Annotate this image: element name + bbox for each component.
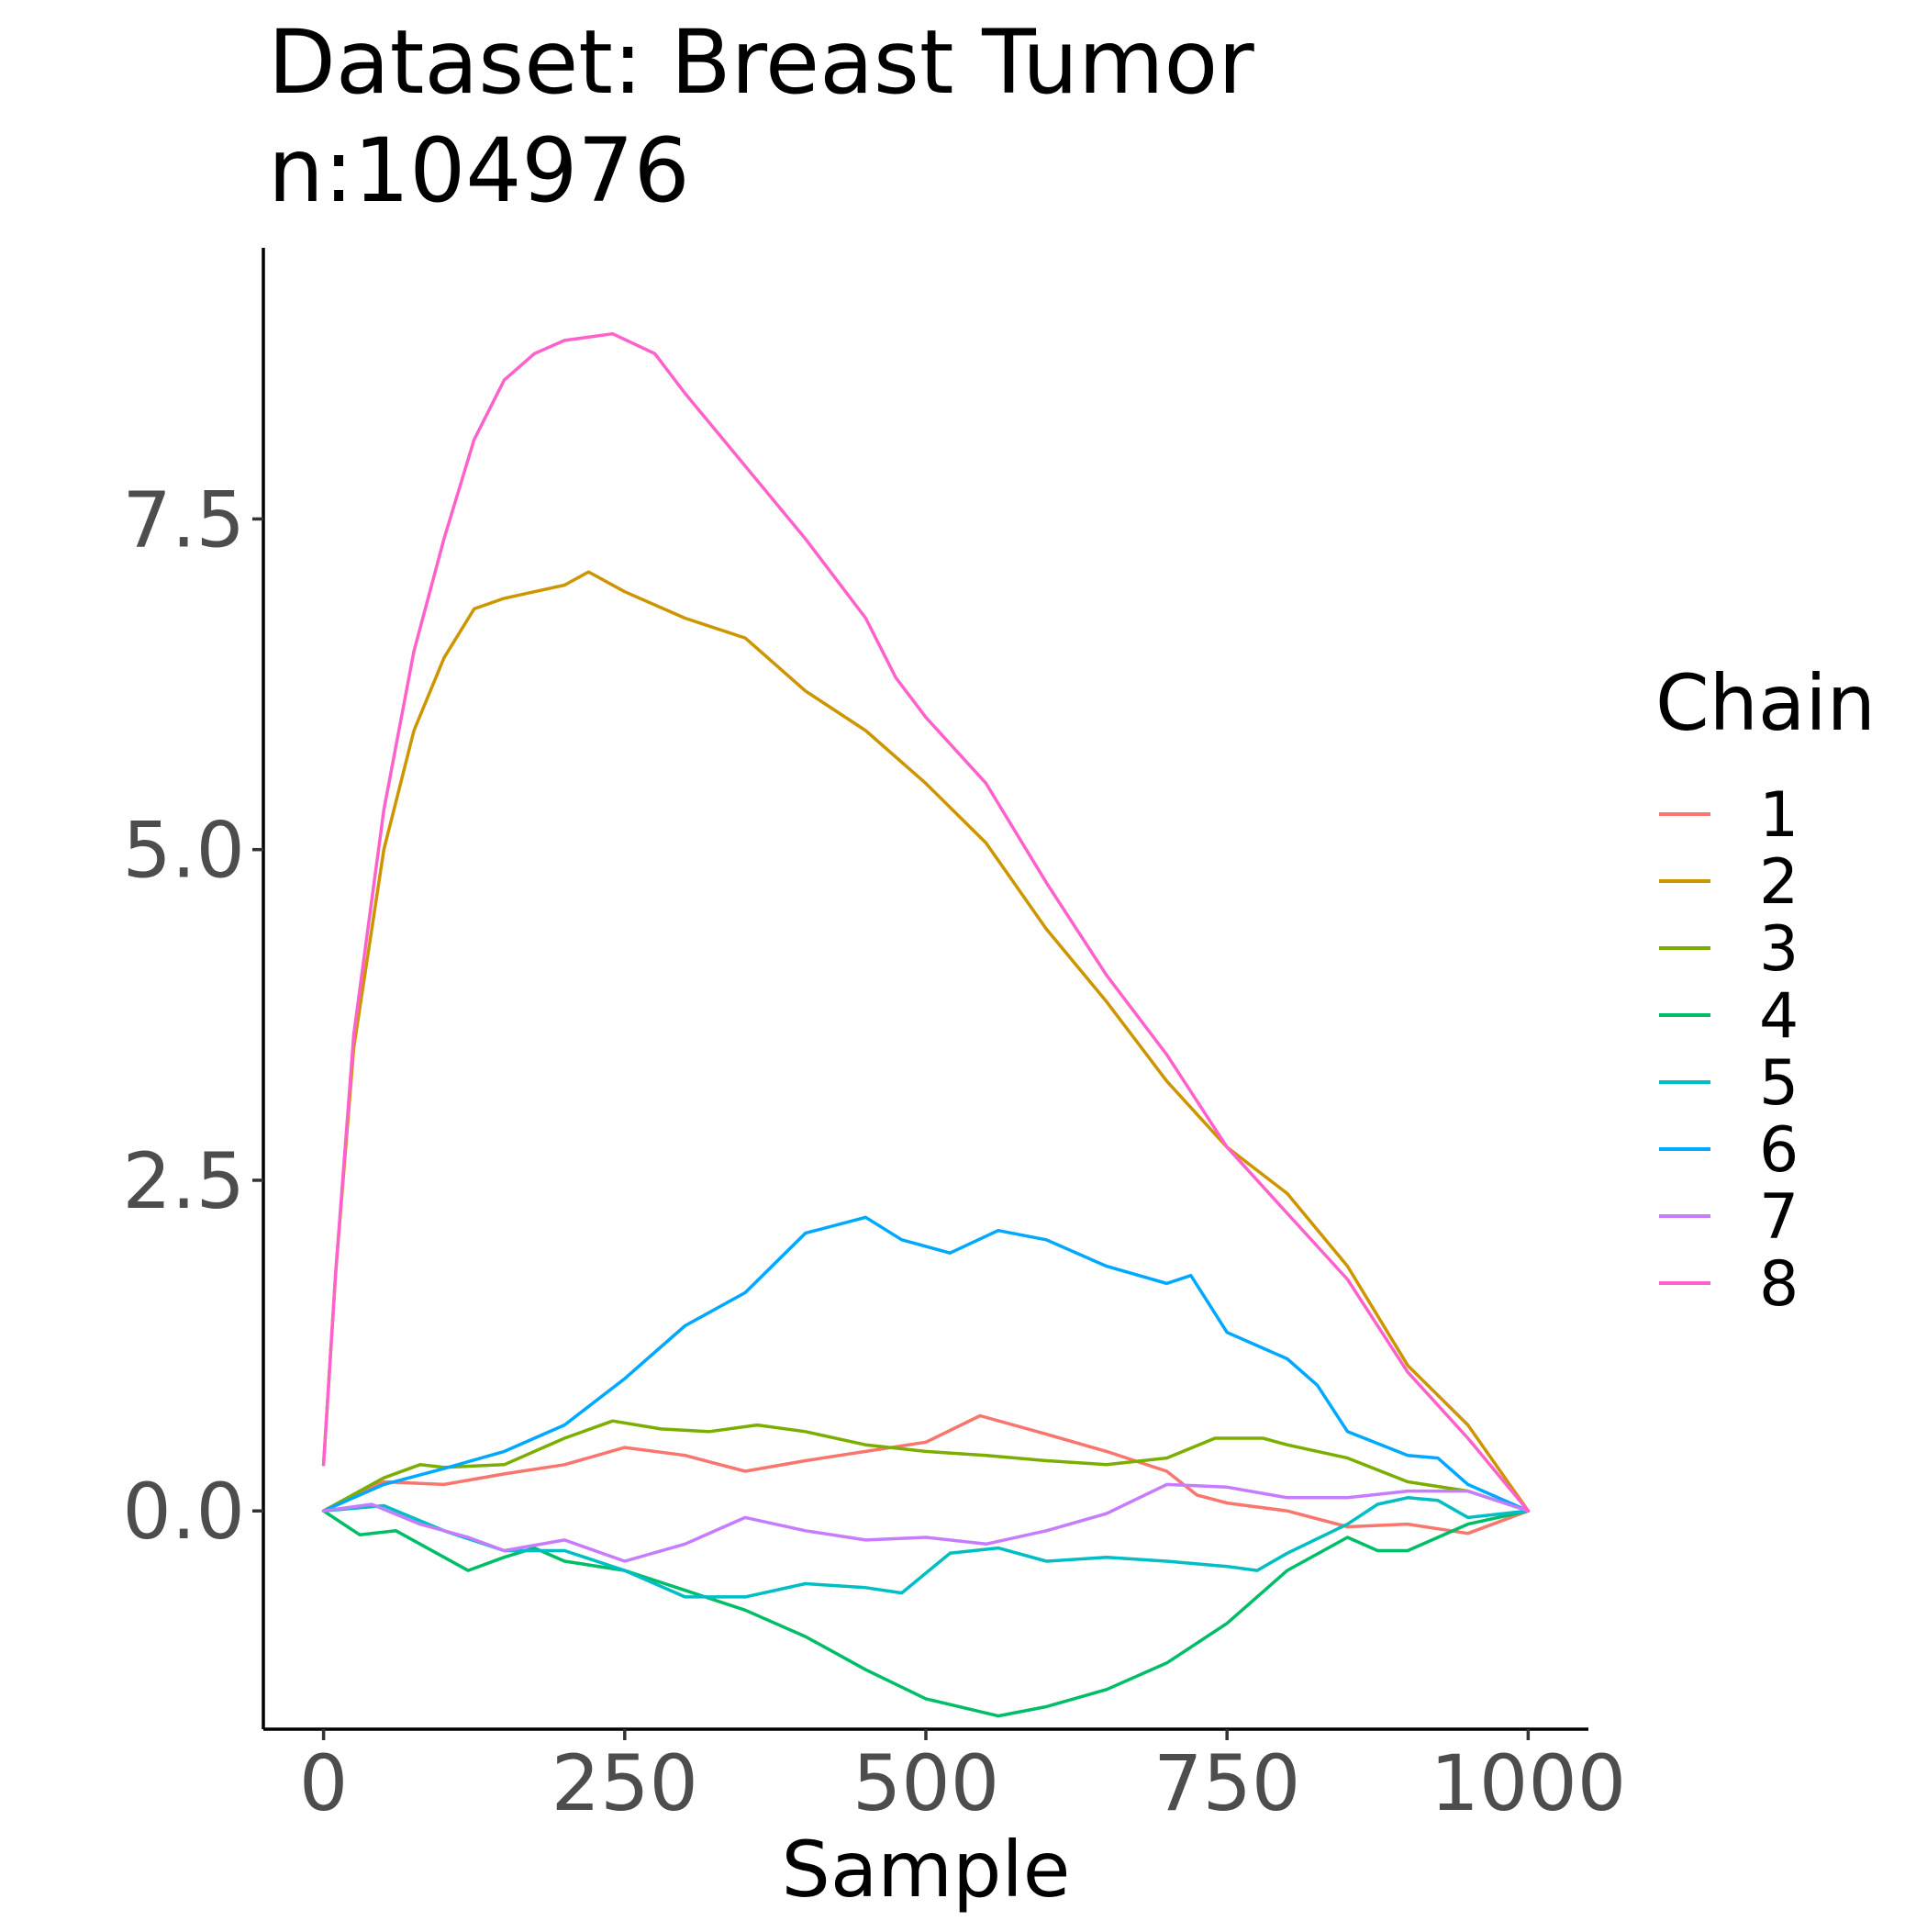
x-tick-label: 500: [852, 1738, 999, 1828]
series-line-1: [321, 1413, 1531, 1536]
series-line-7: [321, 1482, 1531, 1563]
x-axis-title: Sample: [782, 1825, 1071, 1915]
y-tick-label: 0.0: [122, 1467, 245, 1557]
legend-label-1: 1: [1759, 779, 1799, 852]
legend-label-6: 6: [1759, 1114, 1799, 1187]
y-tick-label: 7.5: [122, 475, 245, 564]
y-tick-label: 5.0: [122, 806, 245, 896]
series-line-3: [321, 1419, 1531, 1513]
legend-label-4: 4: [1759, 980, 1799, 1053]
plot-area: [321, 331, 1531, 1718]
series-line-4: [321, 1509, 1531, 1718]
axes: 0.0 2.5 5.0 7.5 0 250 500 750 1000: [122, 248, 1626, 1828]
legend-label-8: 8: [1759, 1248, 1799, 1321]
series-line-8: [321, 331, 1531, 1513]
legend-label-2: 2: [1759, 846, 1799, 919]
legend-title: Chain: [1655, 658, 1876, 748]
chart-title: Dataset: Breast Tumor: [268, 11, 1254, 114]
legend-label-5: 5: [1759, 1047, 1799, 1120]
x-tick-label: 250: [551, 1738, 698, 1828]
series-line-2: [321, 570, 1531, 1513]
legend-label-3: 3: [1759, 913, 1799, 986]
x-tick-label: 750: [1153, 1738, 1300, 1828]
series-line-6: [321, 1215, 1531, 1513]
chart-subtitle: n:104976: [268, 119, 690, 222]
legend-label-7: 7: [1759, 1181, 1799, 1254]
y-tick-label: 2.5: [122, 1136, 245, 1226]
x-tick-label: 0: [299, 1738, 348, 1828]
series-line-5: [321, 1496, 1531, 1599]
x-tick-label: 1000: [1430, 1738, 1626, 1828]
